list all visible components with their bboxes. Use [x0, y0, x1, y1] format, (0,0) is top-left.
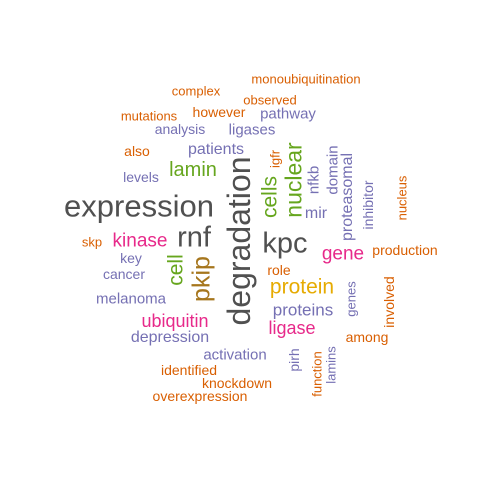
- word-knockdown: knockdown: [201, 375, 273, 391]
- word-genes: genes: [343, 281, 359, 317]
- word-involved: involved: [381, 276, 397, 328]
- word-inhibitor: inhibitor: [360, 180, 376, 230]
- word-patients: patients: [187, 141, 245, 158]
- word-ubiquitin: ubiquitin: [141, 311, 209, 331]
- word-overexpression: overexpression: [152, 388, 248, 404]
- word-levels: levels: [123, 169, 159, 185]
- word-observed: observed: [243, 92, 297, 108]
- word-monoubiquitination: monoubiquitination: [251, 71, 361, 87]
- word-production: production: [372, 242, 438, 258]
- word-complex: complex: [171, 83, 221, 99]
- word-proteasomal: proteasomal: [339, 152, 356, 242]
- word-expression: expression: [64, 188, 214, 224]
- word-cell: cell: [164, 254, 188, 286]
- word-also: also: [124, 143, 150, 159]
- word-pkip: pkip: [187, 256, 216, 302]
- word-activation: activation: [203, 346, 267, 364]
- word-proteins: proteins: [272, 300, 334, 320]
- word-nucleus: nucleus: [394, 175, 410, 221]
- word-ligase: ligase: [268, 318, 316, 338]
- word-depression: depression: [130, 329, 210, 346]
- word-nfkb: nfkb: [305, 165, 323, 195]
- word-degradation: degradation: [221, 156, 257, 326]
- word-gene: gene: [321, 243, 365, 265]
- word-however: however: [192, 104, 246, 120]
- word-key: key: [120, 250, 142, 266]
- word-nuclear: nuclear: [280, 142, 307, 218]
- word-identified: identified: [160, 362, 218, 378]
- word-cells: cells: [258, 175, 282, 219]
- word-pirh: pirh: [286, 348, 302, 372]
- word-rnf: rnf: [177, 221, 211, 254]
- word-ligases: ligases: [228, 121, 276, 139]
- word-analysis: analysis: [154, 121, 206, 137]
- word-pathway: pathway: [260, 105, 316, 123]
- word-melanoma: melanoma: [95, 290, 167, 308]
- word-kinase: kinase: [112, 230, 168, 252]
- word-among: among: [345, 329, 389, 345]
- word-role: role: [267, 262, 291, 278]
- word-protein: protein: [269, 275, 335, 299]
- word-skp: skp: [81, 234, 103, 250]
- word-function: function: [309, 351, 325, 397]
- word-lamins: lamins: [323, 346, 339, 384]
- word-igfr: igfr: [267, 149, 283, 169]
- word-lamin: lamin: [169, 159, 217, 181]
- word-mir: mir: [304, 205, 328, 222]
- word-mutations: mutations: [120, 108, 178, 124]
- word-kpc: kpc: [262, 227, 308, 260]
- word-cancer: cancer: [102, 266, 146, 282]
